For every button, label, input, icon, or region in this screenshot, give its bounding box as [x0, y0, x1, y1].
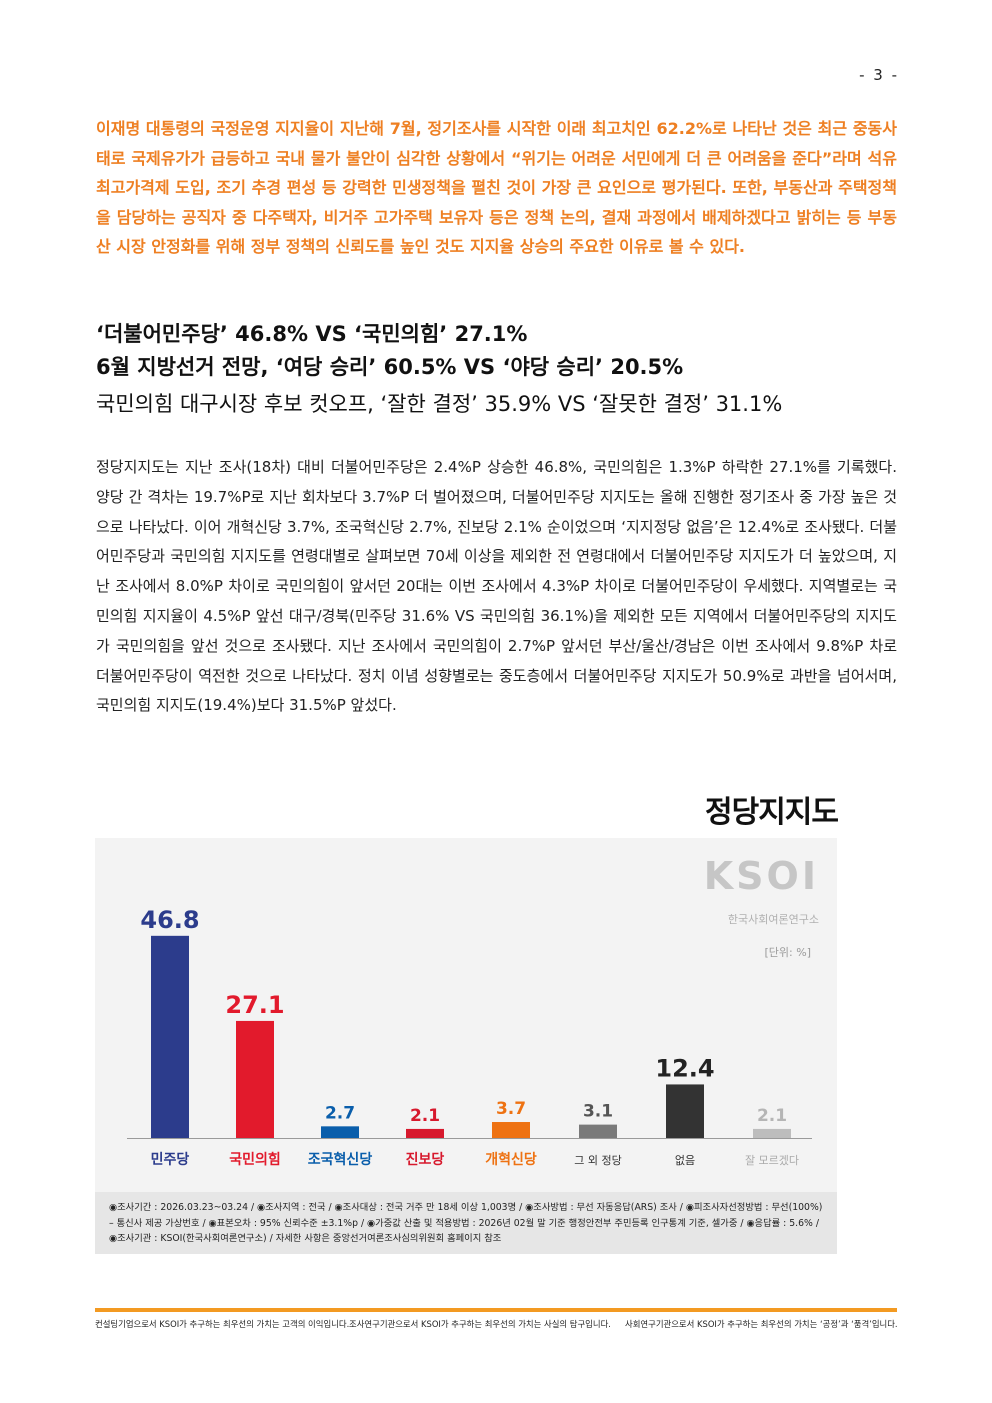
survey-note-panel: ◉조사기간 : 2026.03.23~03.24 / ◉조사지역 : 전국 / …	[95, 1192, 837, 1254]
bar-1	[151, 935, 189, 1138]
category-label: 잘 모르겠다	[745, 1154, 799, 1167]
bar-value-label: 12.4	[655, 1054, 714, 1082]
category-label: 국민의힘	[229, 1151, 281, 1168]
party-support-bar-chart: 46.8 민주당 27.1 국민의힘 2.7 조국혁신당 2.1 진보당 3.7 개혁신당 3.1 그…	[127, 906, 812, 1168]
unit-label: [단위: %]	[764, 946, 811, 959]
category-label: 조국혁신당	[308, 1151, 373, 1168]
bar-value-label: 2.1	[410, 1106, 440, 1126]
bar-2	[236, 1020, 274, 1138]
body-paragraph: 정당지지도는 지난 조사(18차) 대비 더불어민주당은 2.4%P 상승한 4…	[96, 458, 897, 715]
footer-text-research: 조사연구기관으로서 KSOI가 추구하는 최우선의 가치는 사실의 탐구입니다.	[349, 1319, 611, 1329]
ksoi-logo: KSOI	[703, 854, 819, 898]
ksoi-logo-subtitle: 한국사회여론연구소	[727, 913, 819, 926]
category-label: 없음	[675, 1154, 695, 1167]
bar-3	[321, 1126, 359, 1138]
headline-party-support: ‘더불어민주당’ 46.8% VS ‘국민의힘’ 27.1%	[96, 322, 528, 346]
bar-4	[406, 1128, 444, 1138]
bar-8	[753, 1128, 791, 1138]
bar-7	[666, 1084, 704, 1138]
bar-value-label: 27.1	[225, 991, 284, 1019]
footer-divider	[95, 1308, 897, 1312]
bar-value-label: 3.1	[583, 1102, 613, 1122]
headline-daegu-cutoff: 국민의힘 대구시장 후보 컷오프, ‘잘한 결정’ 35.9% VS ‘잘못한 …	[96, 392, 783, 416]
category-label: 민주당	[151, 1151, 190, 1168]
category-label: 그 외 정당	[574, 1154, 621, 1167]
bar-value-label: 2.7	[325, 1103, 355, 1123]
bar-value-label: 46.8	[140, 906, 199, 934]
bar-6	[579, 1124, 617, 1138]
bar-value-label: 3.7	[496, 1099, 526, 1119]
footer-text-social: 사회연구기관으로서 KSOI가 추구하는 최우선의 가치는 ‘공정’과 ‘품격’…	[625, 1319, 898, 1329]
headline-local-election: 6월 지방선거 전망, ‘여당 승리’ 60.5% VS ‘야당 승리’ 20.…	[96, 355, 684, 379]
category-label: 진보당	[406, 1151, 445, 1168]
chart-panel: KSOI 한국사회여론연구소 [단위: %] 46.8 민주당 27.1 국민의힘 2.…	[95, 838, 837, 1192]
page-number: - 3 -	[859, 66, 899, 84]
chart-title: 정당지지도	[705, 795, 839, 830]
footer-text-consulting: 컨설팅기업으로서 KSOI가 추구하는 최우선의 가치는 고객의 이익입니다.	[95, 1319, 350, 1329]
lead-paragraph: 이재명 대통령의 국정운영 지지율이 지난해 7월, 정기조사를 시작한 이래 …	[96, 119, 897, 256]
bar-value-label: 2.1	[757, 1106, 787, 1126]
survey-note: ◉조사기간 : 2026.03.23~03.24 / ◉조사지역 : 전국 / …	[109, 1202, 823, 1244]
bar-5	[492, 1122, 530, 1138]
category-label: 개혁신당	[485, 1151, 537, 1168]
